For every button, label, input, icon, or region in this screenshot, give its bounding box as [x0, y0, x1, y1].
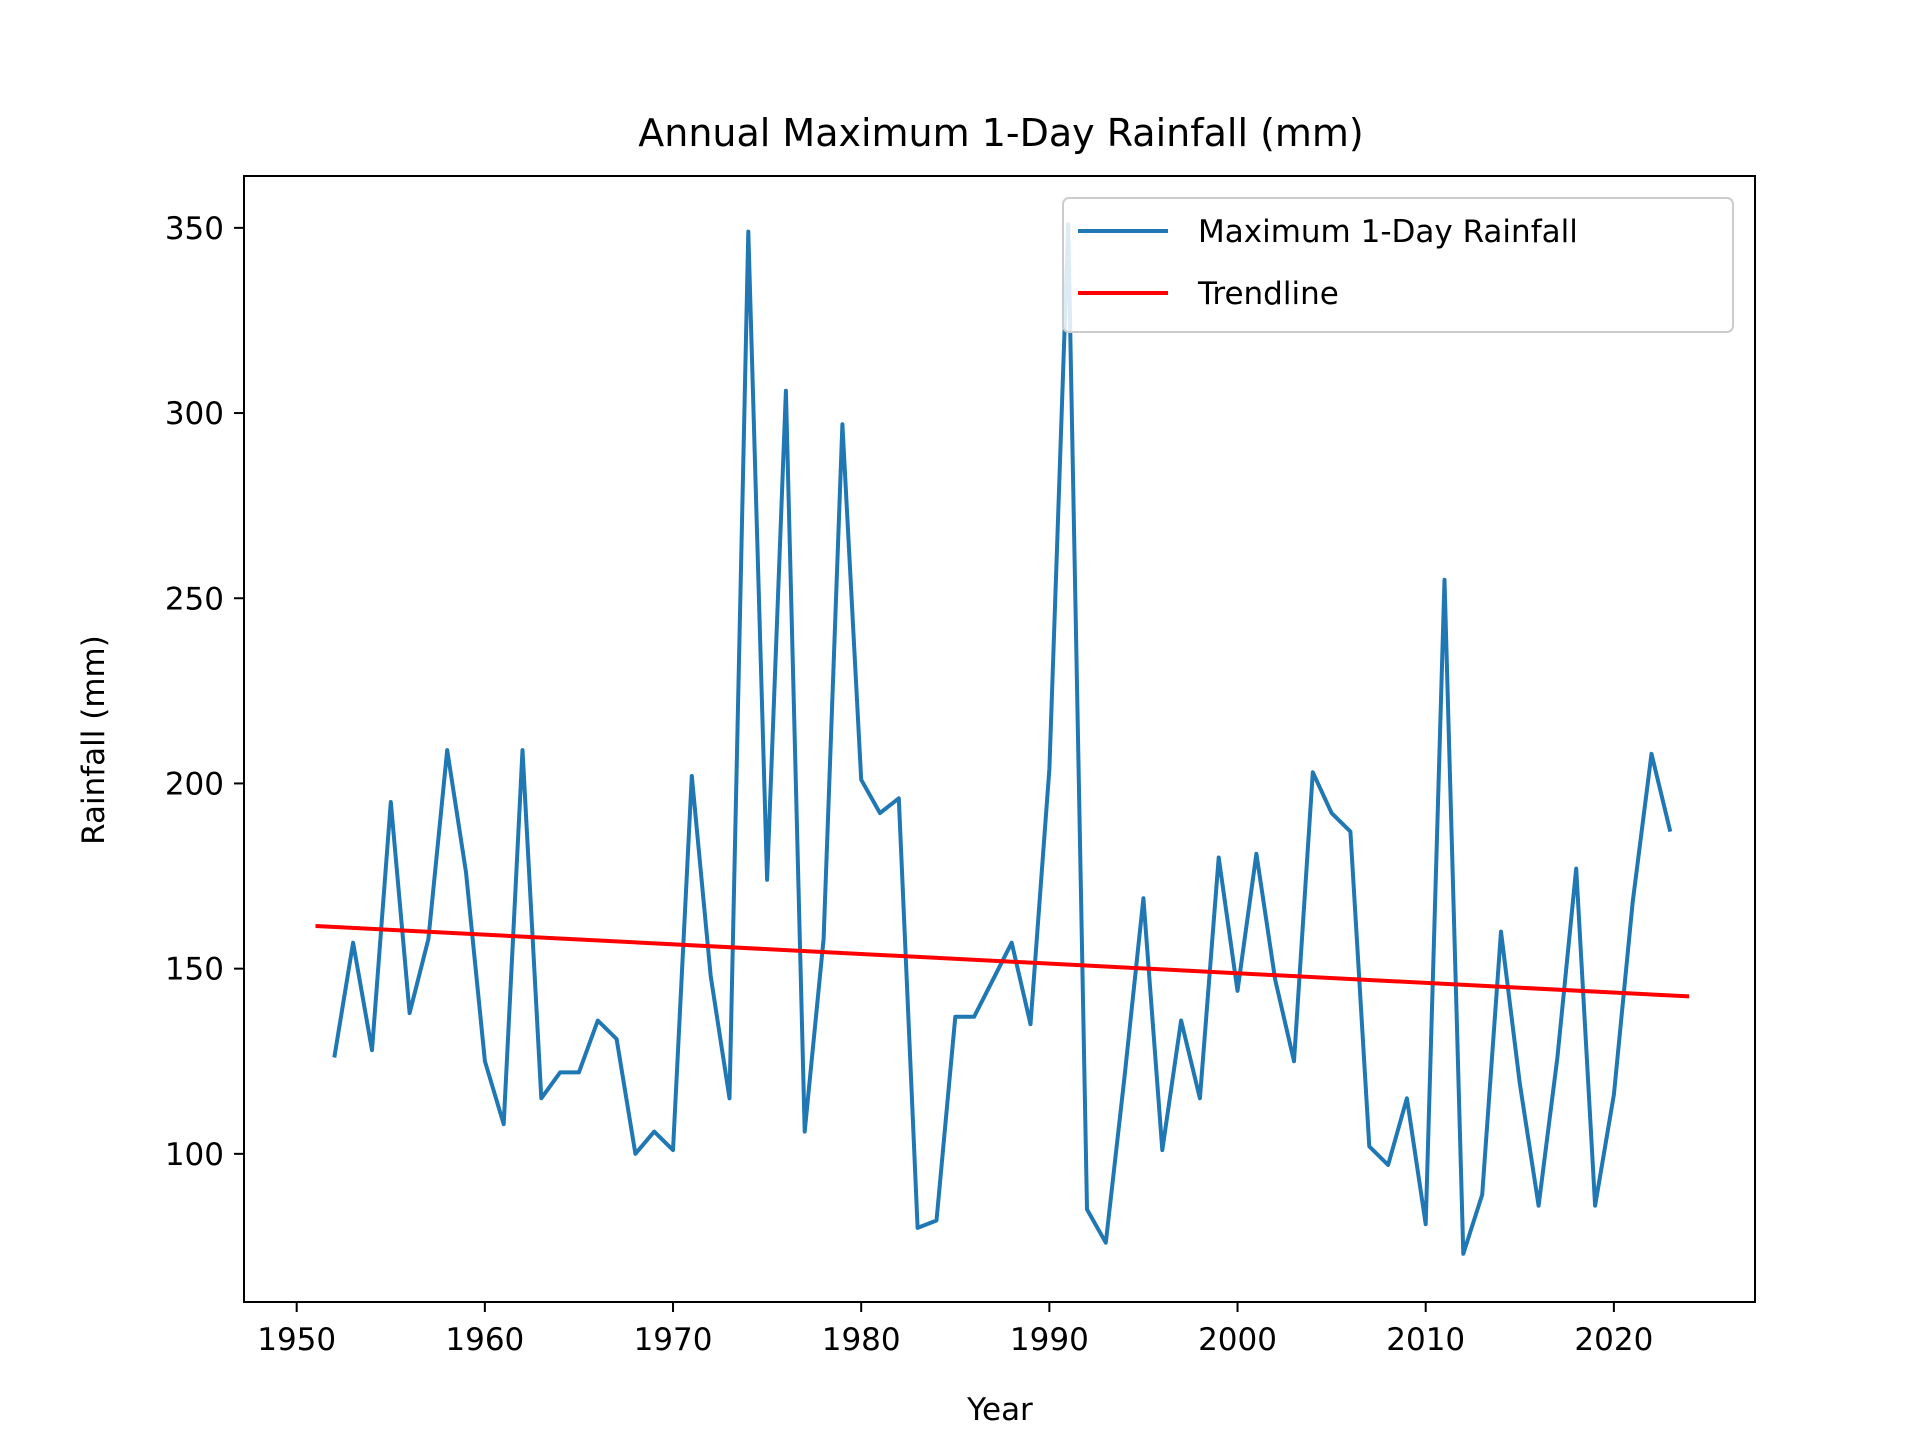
y-axis-title: Rainfall (mm): [76, 635, 112, 845]
series-line-trendline: [315, 924, 1690, 999]
chart-title: Annual Maximum 1-Day Rainfall (mm): [638, 111, 1364, 155]
y-tick-label: 150: [165, 952, 224, 988]
legend-label-trendline: Trendline: [1197, 276, 1339, 312]
x-tick-label: 1960: [445, 1322, 524, 1358]
x-tick-label: 2010: [1386, 1322, 1465, 1358]
y-tick-label: 100: [165, 1137, 224, 1173]
x-tick-label: 2000: [1198, 1322, 1277, 1358]
legend-label-maximum-rainfall: Maximum 1-Day Rainfall: [1198, 214, 1578, 250]
x-tick-label: 1950: [257, 1322, 336, 1358]
x-axis-title: Year: [966, 1392, 1033, 1428]
x-tick-label: 1980: [822, 1322, 901, 1358]
x-tick-label: 1990: [1010, 1322, 1089, 1358]
y-tick-label: 300: [165, 396, 224, 432]
y-tick-label: 200: [165, 766, 224, 802]
y-tick-label: 250: [165, 581, 224, 617]
plot-frame: [243, 175, 1756, 1303]
legend-box: [1062, 197, 1734, 333]
x-axis: 1950 1960 1970 1980 1990 2000 2010 2020: [257, 1302, 1653, 1358]
legend: Maximum 1-Day Rainfall Trendline: [1062, 197, 1734, 333]
plot-series: [315, 222, 1690, 1256]
x-tick-label: 2020: [1574, 1322, 1653, 1358]
y-axis: 100 150 200 250 300 350: [165, 211, 244, 1173]
y-tick-label: 350: [165, 211, 224, 247]
x-tick-label: 1970: [634, 1322, 713, 1358]
